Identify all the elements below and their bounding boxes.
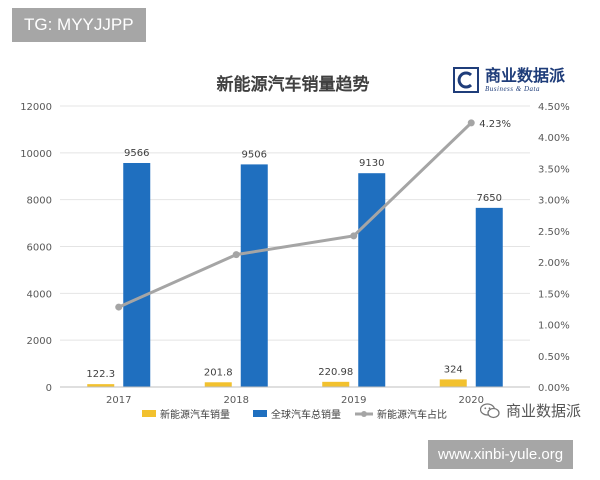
y-right-tick-label: 4.50% [538,102,570,113]
legend-swatch [142,410,156,417]
bar [87,384,115,387]
bar [322,381,350,387]
bar-data-label: 9130 [359,158,384,169]
line-data-label: 4.23% [479,119,511,130]
legend-label: 新能源汽车销量 [160,408,230,421]
bar [123,162,151,387]
x-tick-label: 2017 [106,395,131,406]
y-left-tick-label: 0 [46,383,52,394]
y-right-tick-label: 3.00% [538,196,570,207]
bar-data-label: 7650 [477,193,502,204]
legend-line-marker [361,411,367,417]
y-right-tick-label: 1.00% [538,321,570,332]
bar-data-label: 9566 [124,148,149,159]
share-line: 4.23% [115,119,511,311]
bar-data-label: 201.8 [204,367,233,378]
bar [240,164,268,387]
bar-data-label: 9506 [242,149,267,160]
y-right-tick-label: 4.00% [538,133,570,144]
share-point [467,119,475,127]
bar-data-label: 324 [444,364,463,375]
bar [358,173,386,387]
wechat-watermark: 商业数据派 [480,400,581,421]
chart-title: 新能源汽车销量趋势 [217,74,370,95]
bar [439,379,467,387]
share-series-line [118,121,473,309]
brand-name: 商业数据派 [485,66,566,85]
bar [204,382,232,387]
share-point [232,251,240,259]
y-right-tick-label: 0.00% [538,383,570,394]
y-right-tick-label: 1.50% [538,289,570,300]
y-left-tick-label: 6000 [27,243,52,254]
y-left-tick-label: 2000 [27,336,52,347]
right-axis: 0.00% 0.50% 1.00% 1.50% 2.00% 2.50% 3.00% 3.50%… [538,102,570,394]
legend-label: 全球汽车总销量 [271,408,341,421]
bars: 122.3 9566 201.8 9506 220.98 9130 324 7650 [86,148,503,387]
url-watermark: www.xinbi-yule.org [428,440,574,469]
y-left-tick-label: 12000 [20,102,52,113]
y-left-tick-label: 10000 [20,149,52,160]
legend-label: 新能源汽车占比 [377,408,447,421]
y-left-tick-label: 8000 [27,196,52,207]
y-right-tick-label: 3.50% [538,164,570,175]
bar-data-label: 220.98 [318,367,353,378]
y-right-tick-label: 2.50% [538,227,570,238]
brand-logo-block: 商业数据派 Business & Data [452,66,565,94]
legend-swatch [253,410,267,417]
wechat-name: 商业数据派 [506,402,582,420]
bar [475,207,503,387]
share-point [350,232,358,240]
bar-data-label: 122.3 [86,369,115,380]
brand-subtitle: Business & Data [485,85,540,93]
wechat-icon [480,402,500,418]
tg-watermark: TG: MYYJJPP [12,8,146,42]
x-tick-label: 2019 [341,395,366,406]
left-axis: 0 2000 4000 6000 8000 10000 12000 [20,102,52,394]
legend: 新能源汽车销量 全球汽车总销量 新能源汽车占比 [142,408,447,421]
brand-c-icon [453,67,479,93]
share-point [115,303,123,311]
y-right-tick-label: 2.00% [538,258,570,269]
x-tick-label: 2018 [224,395,249,406]
y-left-tick-label: 4000 [27,289,52,300]
x-axis: 2017 2018 2019 2020 [60,386,530,406]
y-right-tick-label: 0.50% [538,352,570,363]
x-tick-label: 2020 [459,395,484,406]
